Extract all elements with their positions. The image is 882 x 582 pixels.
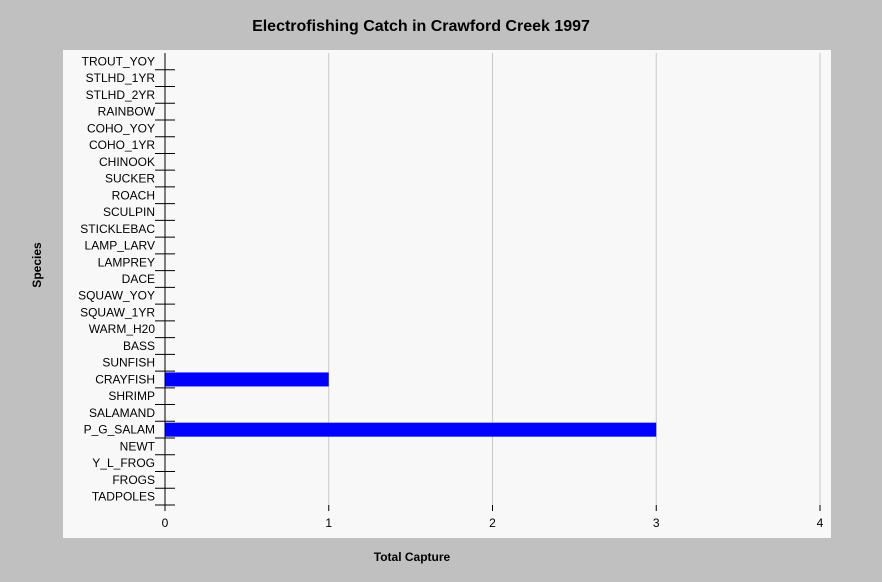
bar [165,372,329,387]
y-tick-label: COHO_YOY [87,121,155,135]
y-tick-label: SUNFISH [102,356,155,370]
y-tick-label: STLHD_1YR [86,71,156,85]
plot-area [63,50,831,538]
x-tick-label: 1 [325,516,332,530]
y-tick-label: LAMPREY [98,255,155,269]
y-tick-label: SQUAW_YOY [78,289,155,303]
y-tick-label: FROGS [112,473,155,487]
y-tick-label: STLHD_2YR [86,88,156,102]
y-tick-label: SHRIMP [108,389,155,403]
x-axis-title: Total Capture [374,550,451,564]
bar [165,422,657,437]
x-tick-label: 2 [489,516,496,530]
y-tick-label: COHO_1YR [89,138,155,152]
y-tick-label: SCULPIN [103,205,155,219]
y-tick-label: TADPOLES [92,490,155,504]
y-tick-label: CRAYFISH [95,372,155,386]
y-axis-title: Species [30,242,44,288]
y-tick-label: P_G_SALAM [84,423,155,437]
y-tick-label: SQUAW_1YR [80,305,155,319]
y-tick-label: RAINBOW [98,105,156,119]
x-tick-label: 3 [653,516,660,530]
y-tick-label: ROACH [112,188,155,202]
y-tick-label: SALAMAND [89,406,155,420]
chart-title: Electrofishing Catch in Crawford Creek 1… [252,18,590,35]
x-axis: 0 1 2 3 4 [162,505,824,530]
y-tick-label: LAMP_LARV [85,239,155,253]
y-tick-label: WARM_H20 [89,322,156,336]
y-tick-label: SUCKER [105,172,155,186]
y-tick-label: NEWT [120,439,156,453]
y-tick-label: CHINOOK [99,155,155,169]
y-tick-label: DACE [122,272,155,286]
y-axis: TROUT_YOY STLHD_1YR STLHD_2YR RAINBOW COHO_Y… [78,53,175,506]
y-tick-label: BASS [123,339,155,353]
y-tick-label: TROUT_YOY [82,54,155,68]
y-tick-label: Y_L_FROG [92,456,155,470]
x-tick-label: 4 [817,516,824,530]
bars [165,372,657,437]
y-tick-label: STICKLEBAC [80,222,155,236]
x-tick-label: 0 [162,516,169,530]
